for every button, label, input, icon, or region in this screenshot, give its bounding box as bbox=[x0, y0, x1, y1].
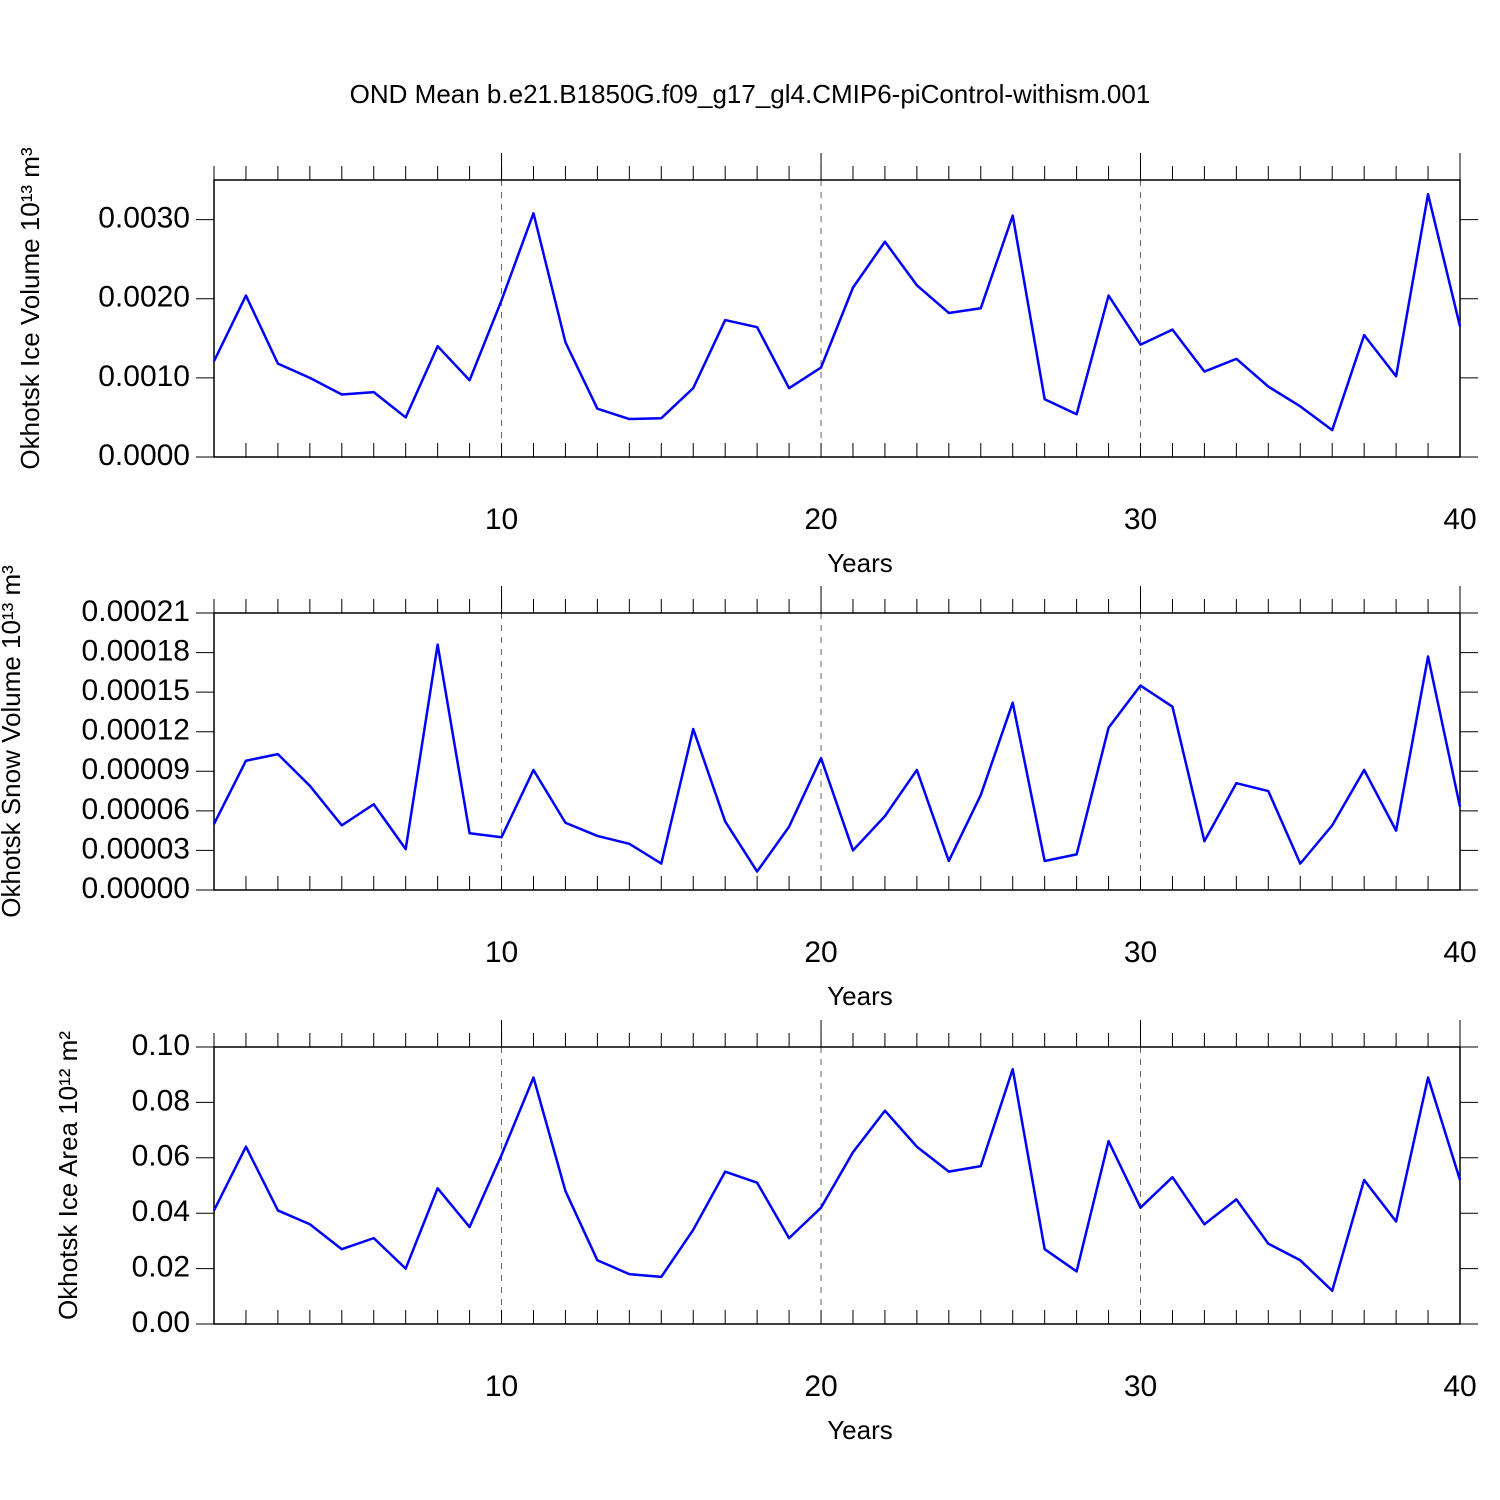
y-tick-label: 0.0030 bbox=[98, 201, 190, 234]
y-tick-label: 0.0000 bbox=[98, 439, 190, 472]
data-line bbox=[212, 643, 1462, 873]
y-tick-label: 0.00012 bbox=[82, 714, 190, 747]
x-tick-label: 20 bbox=[804, 936, 837, 969]
x-tick-label: 40 bbox=[1443, 1370, 1476, 1403]
y-tick-label: 0.00015 bbox=[82, 674, 190, 707]
plot-frame bbox=[213, 612, 1461, 891]
y-tick-label: 0.06 bbox=[132, 1140, 190, 1173]
x-axis-label: Years bbox=[827, 981, 893, 1011]
x-tick-label: 30 bbox=[1124, 1370, 1157, 1403]
x-tick-label: 10 bbox=[485, 936, 518, 969]
x-tick-label: 40 bbox=[1443, 503, 1476, 536]
y-tick-label: 0.08 bbox=[132, 1084, 190, 1117]
chart-title: OND Mean b.e21.B1850G.f09_g17_gl4.CMIP6-… bbox=[350, 79, 1151, 109]
y-tick-label: 0.0010 bbox=[98, 360, 190, 393]
x-tick-label: 30 bbox=[1124, 503, 1157, 536]
y-axis-label: Okhotsk Ice Volume 10¹³ m³ bbox=[15, 147, 45, 470]
plot-frame bbox=[213, 1046, 1461, 1325]
y-tick-label: 0.0020 bbox=[98, 281, 190, 314]
x-tick-label: 30 bbox=[1124, 936, 1157, 969]
x-axis-label: Years bbox=[827, 1415, 893, 1445]
y-axis-label: Okhotsk Ice Area 10¹² m² bbox=[53, 1031, 83, 1320]
y-tick-label: 0.10 bbox=[132, 1029, 190, 1062]
y-tick-label: 0.00 bbox=[132, 1306, 190, 1339]
x-tick-label: 20 bbox=[804, 503, 837, 536]
y-tick-label: 0.00018 bbox=[82, 634, 190, 667]
plot-frame bbox=[213, 179, 1461, 458]
x-tick-label: 40 bbox=[1443, 936, 1476, 969]
x-tick-label: 10 bbox=[485, 1370, 518, 1403]
y-tick-label: 0.04 bbox=[132, 1195, 190, 1228]
x-tick-label: 20 bbox=[804, 1370, 837, 1403]
y-tick-label: 0.00009 bbox=[82, 753, 190, 786]
y-tick-label: 0.00000 bbox=[82, 872, 190, 905]
x-axis-label: Years bbox=[827, 548, 893, 578]
x-tick-label: 10 bbox=[485, 503, 518, 536]
y-tick-label: 0.02 bbox=[132, 1251, 190, 1284]
y-axis-label: Okhotsk Snow Volume 10¹³ m³ bbox=[0, 565, 26, 918]
y-tick-label: 0.00003 bbox=[82, 832, 190, 865]
data-line bbox=[212, 1067, 1462, 1293]
data-line bbox=[212, 193, 1462, 432]
y-tick-label: 0.00006 bbox=[82, 793, 190, 826]
y-tick-label: 0.00021 bbox=[82, 595, 190, 628]
